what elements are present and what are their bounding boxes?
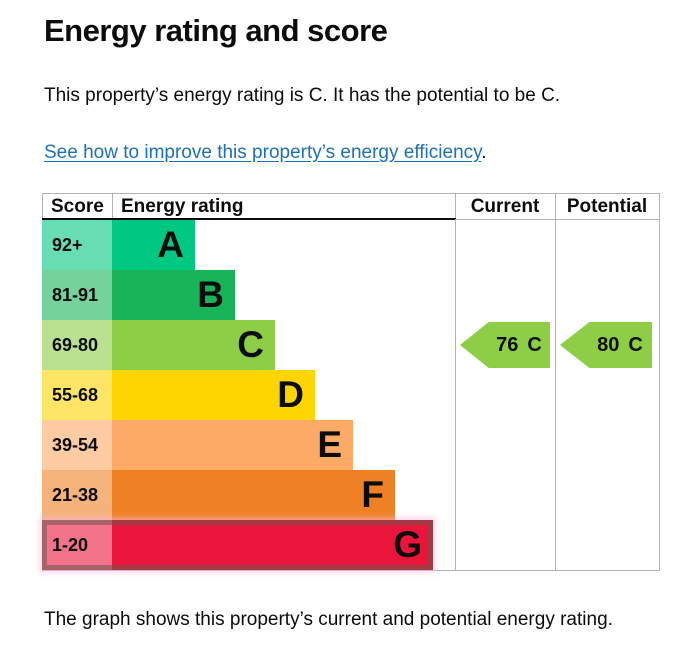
- band-score-range: 69-80: [52, 334, 99, 355]
- graph-top-border: [42, 193, 660, 194]
- band-letter: F: [361, 474, 384, 515]
- band-bar: A: [112, 220, 195, 270]
- current-rating-arrow: 76 C: [460, 322, 550, 368]
- improve-efficiency-link[interactable]: See how to improve this property’s energ…: [44, 142, 482, 163]
- band-letter: G: [393, 524, 422, 565]
- link-suffix-period: .: [481, 142, 487, 163]
- current-rating-value: 76: [496, 333, 519, 356]
- current-column-header: Current: [470, 196, 540, 217]
- energy-band-rows: 92+ A 81-91 B 69-80 C 55-68 D 39-54 E: [42, 220, 433, 570]
- band-score-range: 1-20: [52, 534, 89, 555]
- energy-band-row: 21-38 F: [42, 470, 395, 520]
- energy-band-row: 55-68 D: [42, 370, 315, 420]
- score-column-header: Score: [51, 196, 104, 217]
- band-letter: C: [237, 324, 264, 365]
- band-score-cell: 1-20: [42, 520, 112, 570]
- graph-caption: The graph shows this property’s current …: [44, 609, 613, 630]
- energy-band-row: 1-20 G: [42, 520, 433, 570]
- band-score-cell: 55-68: [42, 370, 112, 420]
- band-bar: G: [112, 520, 433, 570]
- band-bar: E: [112, 420, 353, 470]
- band-bar: D: [112, 370, 315, 420]
- band-score-cell: 39-54: [42, 420, 112, 470]
- energy-rating-column-header: Energy rating: [121, 196, 244, 217]
- potential-rating-arrow: 80 C: [560, 322, 652, 368]
- potential-column-divider: [555, 193, 556, 571]
- band-score-cell: 21-38: [42, 470, 112, 520]
- header-underline-right: [455, 219, 660, 220]
- band-letter: B: [197, 274, 224, 315]
- band-bar: C: [112, 320, 275, 370]
- band-score-range: 55-68: [52, 384, 99, 405]
- energy-band-row: 69-80 C: [42, 320, 275, 370]
- graph-right-border: [659, 193, 660, 571]
- current-column-divider: [455, 193, 456, 571]
- band-letter: A: [157, 224, 184, 265]
- graph-bottom-border: [42, 570, 660, 571]
- energy-band-row: 92+ A: [42, 220, 195, 270]
- band-score-cell: 81-91: [42, 270, 112, 320]
- band-bar: B: [112, 270, 235, 320]
- band-letter: E: [317, 424, 342, 465]
- band-score-range: 21-38: [52, 484, 99, 505]
- score-column-divider: [112, 193, 113, 220]
- energy-band-row: 39-54 E: [42, 420, 353, 470]
- potential-rating-value: 80: [597, 333, 620, 356]
- band-score-range: 92+: [52, 234, 83, 255]
- improve-link-line: See how to improve this property’s energ…: [44, 140, 660, 165]
- header-underline: [42, 218, 456, 220]
- band-score-range: 39-54: [52, 434, 99, 455]
- band-score-cell: 69-80: [42, 320, 112, 370]
- potential-rating-band: C: [628, 333, 643, 356]
- potential-column-header: Potential: [566, 196, 648, 217]
- current-rating-band: C: [527, 333, 542, 356]
- band-score-cell: 92+: [42, 220, 112, 270]
- band-score-range: 81-91: [52, 284, 99, 305]
- page-title: Energy rating and score: [44, 13, 388, 48]
- graph-left-border: [42, 193, 43, 220]
- band-letter: D: [277, 374, 304, 415]
- energy-band-row: 81-91 B: [42, 270, 235, 320]
- band-bar: F: [112, 470, 395, 520]
- energy-rating-graph: Score Energy rating Current Potential 92…: [42, 193, 660, 571]
- intro-text: This property’s energy rating is C. It h…: [44, 85, 561, 106]
